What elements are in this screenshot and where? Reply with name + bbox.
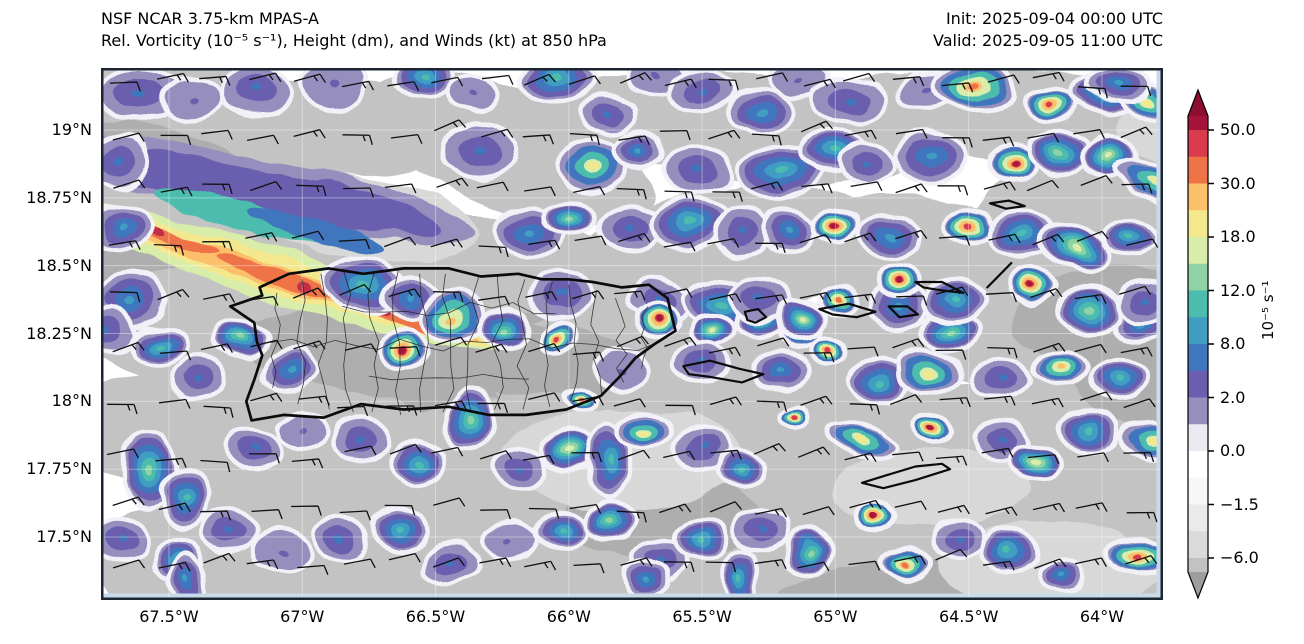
coastline-st_croix [860, 462, 952, 490]
x-tick-label-64°W: 64°W [1079, 607, 1125, 626]
x-tick-label-66°W: 66°W [546, 607, 591, 626]
y-tick-label-17.5°N: 17.5°N [36, 527, 92, 547]
x-tick-label-65.5°W: 65.5°W [672, 607, 732, 626]
colorbar-tick-0.0: 0.0 [1220, 441, 1246, 460]
x-tick-label-67°W: 67°W [280, 607, 325, 626]
colorbar-tick-8.0: 8.0 [1220, 334, 1246, 353]
graticule [101, 68, 1163, 600]
chart-subtitle: Rel. Vorticity (10⁻⁵ s⁻¹), Height (dm), … [101, 31, 607, 50]
coastline-st_john [887, 305, 920, 319]
coastline-culebra [743, 308, 768, 324]
coastline-st_thomas [818, 302, 877, 319]
y-tick-label-19°N: 19°N [51, 120, 92, 139]
init-time-label: Init: 2025-09-04 00:00 UTC [945, 9, 1163, 28]
colorbar-tick-12.0: 12.0 [1220, 280, 1256, 300]
x-tick-label-64.5°W: 64.5°W [938, 607, 999, 626]
y-tick-label-17.75°N: 17.75°N [26, 459, 92, 479]
coastline-puerto_rico [228, 267, 677, 422]
colorbar [1187, 88, 1214, 600]
colorbar-tick-30.0: 30.0 [1220, 173, 1256, 193]
vorticity-map-svg [10, 18, 1301, 644]
y-tick-label-18°N: 18°N [51, 391, 92, 411]
wind-barbs [106, 71, 1159, 575]
map-plot-area [10, 18, 1301, 644]
plot-frame [101, 68, 1163, 600]
chart-title: NSF NCAR 3.75-km MPAS-A [101, 9, 319, 28]
valid-time-label: Valid: 2025-09-05 11:00 UTC [932, 31, 1163, 50]
time-stamp-block: Init: 2025-09-04 00:00 UTC Valid: 2025-0… [933, 8, 1163, 52]
x-tick-label-67.5°W: 67.5°W [139, 607, 199, 626]
y-tick-label-18.75°N: 18.75°N [26, 187, 92, 207]
coastline-tortola [914, 280, 965, 294]
x-tick-label-66.5°W: 66.5°W [405, 607, 466, 626]
colorbar-tick-50.0: 50.0 [1220, 120, 1256, 139]
chart-title-block: NSF NCAR 3.75-km MPAS-A Rel. Vorticity (… [101, 8, 607, 52]
y-tick-label-18.25°N: 18.25°N [26, 323, 92, 343]
colorbar-tick-18.0: 18.0 [1220, 227, 1256, 246]
coastline-virgin_gorda [986, 261, 1013, 289]
y-tick-label-18.5°N: 18.5°N [36, 255, 92, 275]
coastline-vieques [682, 359, 765, 384]
x-tick-label-65°W: 65°W [813, 607, 858, 626]
colorbar-tick-−1.5: −1.5 [1220, 494, 1259, 514]
colorbar-tick-−6.0: −6.0 [1220, 548, 1259, 567]
right-edge-strip [1156, 68, 1162, 600]
coastline-anegada [988, 199, 1026, 210]
colorbar-tick-2.0: 2.0 [1220, 387, 1246, 407]
bottom-edge-strip [101, 593, 1163, 599]
